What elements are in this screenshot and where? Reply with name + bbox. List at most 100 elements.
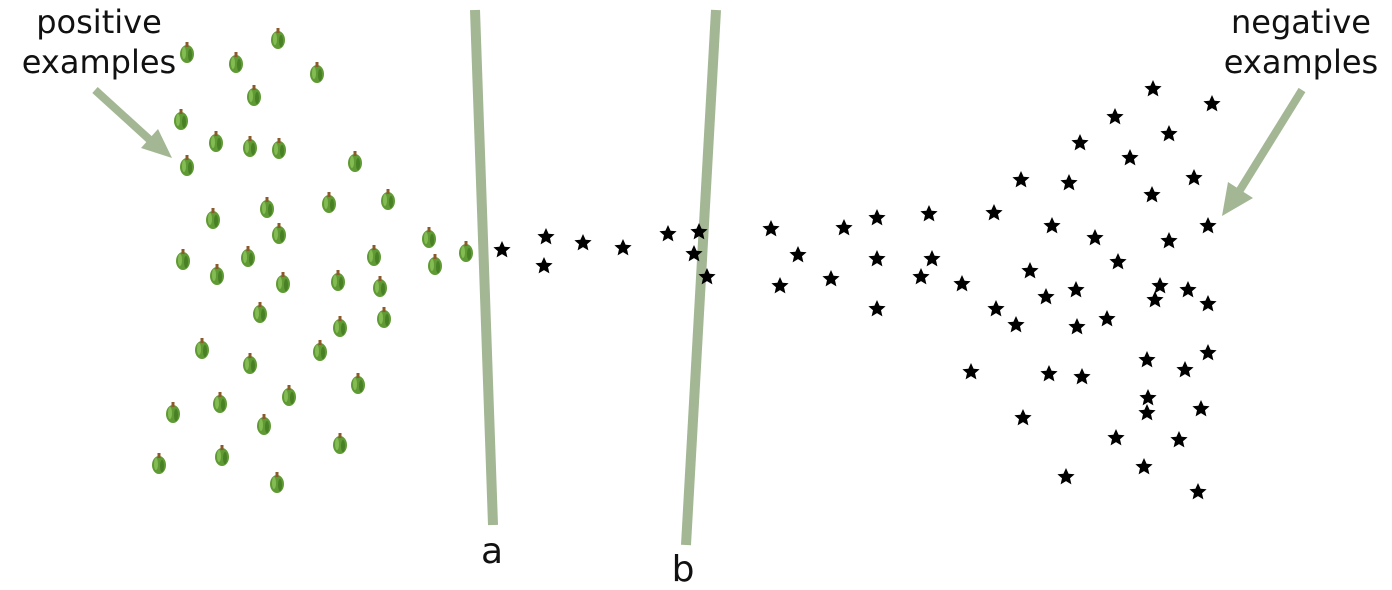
star-icon [1107,429,1125,446]
green-pepper-icon [241,246,255,267]
star-icon [985,204,1003,221]
line-b-label: b [671,549,695,590]
green-pepper-icon [180,155,194,176]
pointer-arrows [92,87,1306,216]
star-icon [1040,365,1058,382]
star-icon [771,277,789,294]
star-icon [1203,95,1221,112]
star-icon [868,209,886,226]
separator-line-a [470,9,498,526]
star-icon [1179,281,1197,298]
green-pepper-icon [351,373,365,394]
green-pepper-icon [243,136,257,157]
green-pepper-icon [174,109,188,130]
green-pepper-icon [270,472,284,493]
green-pepper-icon [166,402,180,423]
star-icon [962,363,980,380]
green-pepper-icon [428,254,442,275]
green-pepper-icon [373,276,387,297]
star-icon [535,257,553,274]
star-icon [1135,458,1153,475]
star-icon [1170,431,1188,448]
star-icon [912,268,930,285]
green-pepper-icon [243,353,257,374]
star-icon [1176,361,1194,378]
star-icon [1199,295,1217,312]
star-icon [1138,404,1156,421]
separator-lines [470,9,721,546]
star-icon [1160,232,1178,249]
star-icon [1086,229,1104,246]
negative-arrow [1222,87,1306,216]
separator-line-b [681,9,721,546]
green-pepper-icon [260,197,274,218]
star-icon [923,250,941,267]
positive-label-line1: positive [36,3,162,41]
star-icon [789,246,807,263]
star-icon [1189,483,1207,500]
green-pepper-icon [271,28,285,49]
green-pepper-icon [333,433,347,454]
green-pepper-icon [377,307,391,328]
green-pepper-icon [152,453,166,474]
green-pepper-icon [272,223,286,244]
green-pepper-icon [247,85,261,106]
star-icon [1106,108,1124,125]
positive-label-line2: examples [21,43,177,81]
green-pepper-icon [367,245,381,266]
green-pepper-icon [348,151,362,172]
green-pepper-icon [215,445,229,466]
green-pepper-icon [257,414,271,435]
positive-examples-cluster [152,28,473,493]
star-icon [1014,409,1032,426]
star-icon [1143,186,1161,203]
star-icon [493,241,511,258]
star-icon [953,275,971,292]
star-icon [1073,368,1091,385]
star-icon [1146,291,1164,308]
star-icon [1007,316,1025,333]
green-pepper-icon [276,272,290,293]
negative-examples-cluster [493,80,1221,500]
star-icon [1012,171,1030,188]
star-icon [1043,217,1061,234]
star-icon [1139,389,1157,406]
green-pepper-icon [229,52,243,73]
green-pepper-icon [459,241,473,262]
star-icon [822,270,840,287]
star-icon [1160,125,1178,142]
green-pepper-icon [209,131,223,152]
green-pepper-icon [253,302,267,323]
star-icon [868,300,886,317]
star-icon [920,205,938,222]
green-pepper-icon [422,227,436,248]
star-icon [537,228,555,245]
green-pepper-icon [333,316,347,337]
green-pepper-icon [313,340,327,361]
green-pepper-icon [213,392,227,413]
star-icon [659,225,677,242]
star-icon [1199,344,1217,361]
star-icon [1057,468,1075,485]
star-icon [1192,400,1210,417]
star-icon [1151,277,1169,294]
star-icon [1138,351,1156,368]
star-icon [1068,318,1086,335]
star-icon [1060,174,1078,191]
positive-examples-label: positive examples [14,2,184,82]
star-icon [1071,134,1089,151]
line-a-label: a [480,531,504,572]
star-icon [1037,288,1055,305]
star-icon [835,219,853,236]
green-pepper-icon [176,249,190,270]
star-icon [987,300,1005,317]
star-icon [1021,262,1039,279]
star-icon [1109,253,1127,270]
green-pepper-icon [310,62,324,83]
green-pepper-icon [210,264,224,285]
star-icon [1185,169,1203,186]
green-pepper-icon [195,338,209,359]
green-pepper-icon [322,192,336,213]
positive-arrow [92,87,172,158]
